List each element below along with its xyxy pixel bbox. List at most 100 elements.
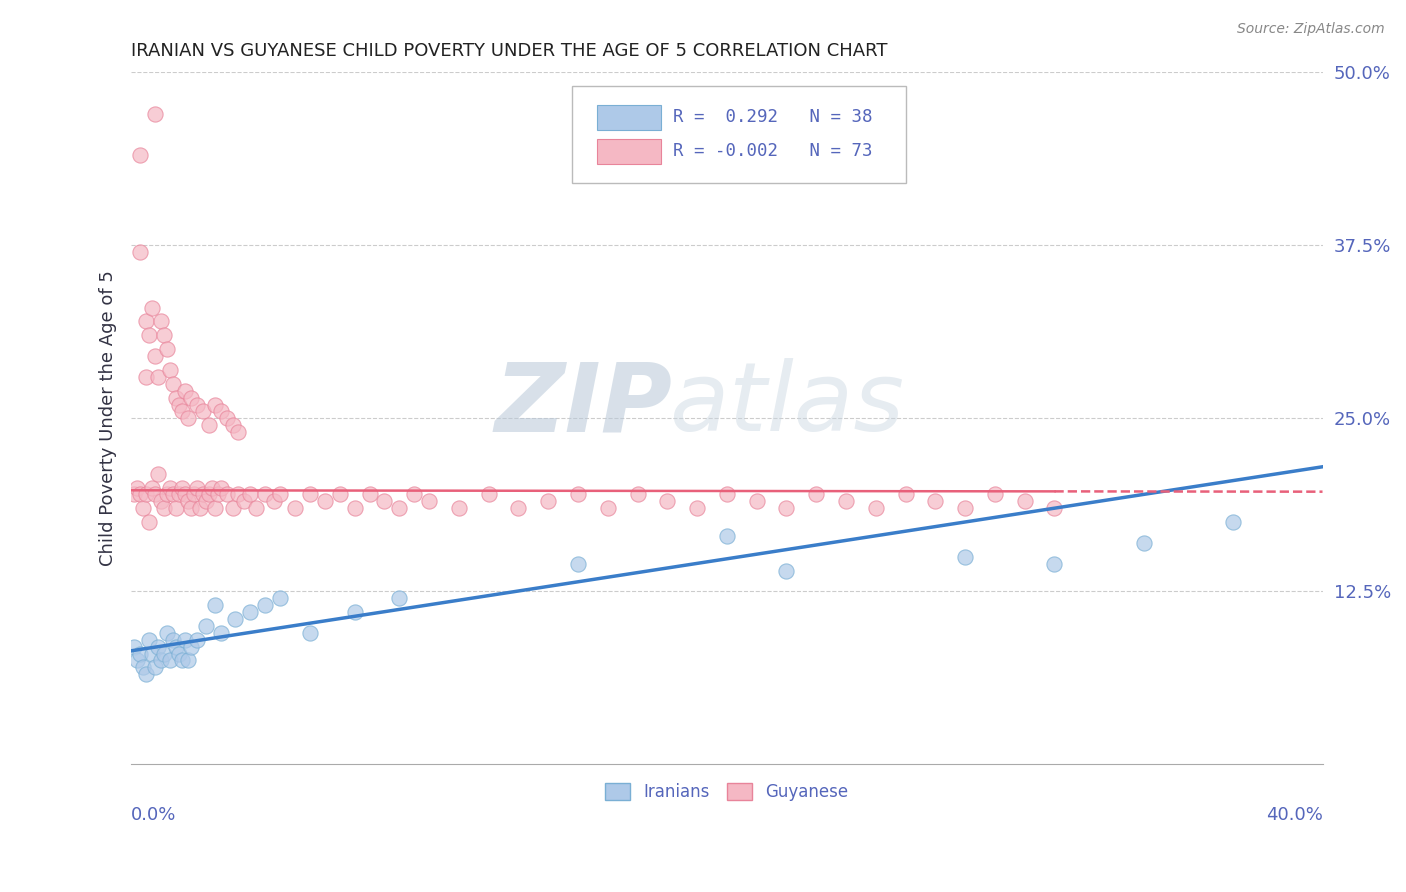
Point: [1043, 501, 1066, 516]
Point: [135, 314, 157, 328]
Point: [162, 632, 184, 647]
Point: [298, 487, 321, 501]
Point: [1222, 515, 1244, 529]
Point: [150, 653, 173, 667]
Point: [159, 481, 181, 495]
Point: [146, 467, 169, 481]
Point: [343, 501, 366, 516]
Point: [204, 598, 226, 612]
Point: [141, 647, 163, 661]
Point: [135, 369, 157, 384]
Point: [141, 301, 163, 315]
FancyBboxPatch shape: [598, 139, 661, 164]
Point: [596, 501, 619, 516]
Point: [388, 501, 411, 516]
Point: [173, 487, 195, 501]
Point: [1043, 557, 1066, 571]
Point: [924, 494, 946, 508]
Point: [177, 411, 200, 425]
Point: [418, 494, 440, 508]
Point: [207, 487, 229, 501]
Point: [254, 598, 277, 612]
Point: [716, 529, 738, 543]
Point: [170, 653, 193, 667]
Point: [373, 494, 395, 508]
Point: [197, 487, 219, 501]
Point: [162, 376, 184, 391]
Point: [143, 107, 166, 121]
Point: [894, 487, 917, 501]
Point: [716, 487, 738, 501]
Point: [221, 501, 243, 516]
Point: [478, 487, 501, 501]
Point: [141, 481, 163, 495]
FancyBboxPatch shape: [572, 87, 905, 183]
Point: [150, 314, 173, 328]
Legend: Iranians, Guyanese: Iranians, Guyanese: [599, 776, 855, 808]
Point: [775, 501, 797, 516]
Y-axis label: Child Poverty Under the Age of 5: Child Poverty Under the Age of 5: [100, 270, 117, 566]
Point: [138, 515, 160, 529]
Point: [165, 391, 187, 405]
Point: [567, 487, 589, 501]
Point: [657, 494, 679, 508]
Point: [537, 494, 560, 508]
Point: [745, 494, 768, 508]
Point: [194, 494, 217, 508]
Point: [180, 640, 202, 654]
Point: [269, 487, 291, 501]
Point: [156, 342, 179, 356]
Point: [138, 632, 160, 647]
Point: [204, 501, 226, 516]
Point: [129, 245, 152, 260]
Point: [156, 487, 179, 501]
Point: [177, 653, 200, 667]
Point: [180, 391, 202, 405]
Point: [775, 564, 797, 578]
Point: [186, 632, 208, 647]
Text: R =  0.292   N = 38: R = 0.292 N = 38: [673, 108, 873, 126]
Point: [201, 481, 224, 495]
Point: [263, 494, 285, 508]
Point: [359, 487, 381, 501]
Point: [209, 481, 232, 495]
Point: [215, 487, 238, 501]
Point: [170, 481, 193, 495]
Point: [153, 501, 176, 516]
Point: [186, 481, 208, 495]
Point: [165, 501, 187, 516]
Point: [269, 591, 291, 606]
Point: [209, 625, 232, 640]
Point: [228, 487, 250, 501]
Point: [239, 605, 262, 619]
Text: atlas: atlas: [669, 358, 904, 451]
Point: [254, 487, 277, 501]
Point: [122, 640, 145, 654]
Point: [159, 653, 181, 667]
Point: [224, 612, 246, 626]
Text: 40.0%: 40.0%: [1265, 805, 1323, 824]
Point: [146, 369, 169, 384]
Point: [153, 647, 176, 661]
Point: [298, 625, 321, 640]
Point: [209, 404, 232, 418]
Point: [129, 148, 152, 162]
Point: [173, 384, 195, 398]
Text: Source: ZipAtlas.com: Source: ZipAtlas.com: [1237, 22, 1385, 37]
Point: [135, 487, 157, 501]
Point: [204, 397, 226, 411]
Point: [129, 647, 152, 661]
Point: [167, 397, 190, 411]
Point: [153, 328, 176, 343]
Point: [143, 660, 166, 674]
Point: [183, 487, 205, 501]
Point: [143, 349, 166, 363]
Point: [156, 625, 179, 640]
Point: [447, 501, 470, 516]
Point: [865, 501, 887, 516]
Point: [388, 591, 411, 606]
Point: [167, 647, 190, 661]
Point: [245, 501, 267, 516]
Point: [129, 487, 152, 501]
Point: [127, 481, 149, 495]
